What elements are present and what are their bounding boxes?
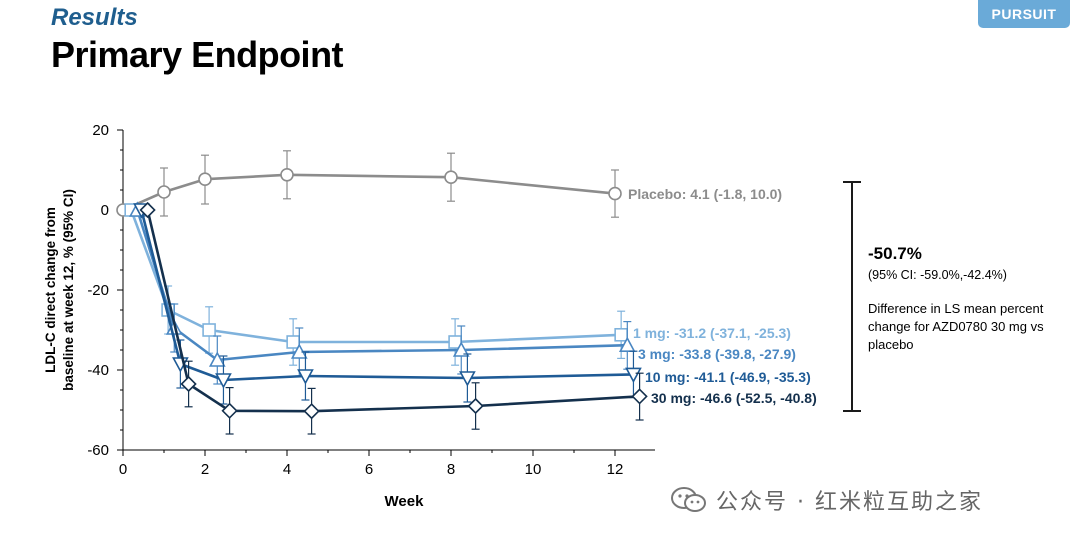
series-label-mg10: 10 mg: -41.1 (-46.9, -35.3) <box>645 369 811 385</box>
difference-description: Difference in LS mean percent change for… <box>868 301 1044 352</box>
series-line <box>140 209 634 382</box>
y-tick-label: -60 <box>87 442 109 459</box>
x-tick-label: 0 <box>119 461 127 478</box>
watermark-text: 公众号 · 红米粒互助之家 <box>716 490 983 515</box>
data-point-marker <box>180 375 197 393</box>
x-tick-label: 12 <box>607 461 624 478</box>
x-tick-label: 10 <box>525 461 542 478</box>
data-point-marker <box>618 336 636 353</box>
data-point-marker <box>208 351 226 367</box>
x-axis-title: Week <box>385 493 425 510</box>
data-point-marker <box>614 327 628 342</box>
series-placebo <box>116 150 622 218</box>
series-line <box>146 209 640 413</box>
data-point-marker <box>625 367 642 384</box>
data-point-marker <box>303 403 320 420</box>
page-title: Primary Endpoint <box>51 34 344 75</box>
study-badge: PURSUIT <box>978 0 1070 28</box>
y-tick-label: -40 <box>87 362 109 379</box>
x-tick-label: 2 <box>201 461 209 478</box>
series-label-mg3: 3 mg: -33.8 (-39.8, -27.9) <box>638 346 796 362</box>
series-line <box>129 209 622 344</box>
chart-series-layer <box>116 150 648 435</box>
data-point-marker <box>215 373 232 389</box>
y-tick-label: 20 <box>92 122 109 139</box>
data-point-marker <box>297 369 314 385</box>
data-point-marker <box>286 335 300 349</box>
x-tick-label: 4 <box>283 461 291 478</box>
chart-axes: 20 0 -20 -40 -60 0 2 4 6 8 10 12 Week LDL-C direct ch… <box>43 122 655 510</box>
difference-bracket <box>843 181 861 412</box>
data-point-marker <box>157 185 171 199</box>
series-mg30 <box>139 201 648 435</box>
data-point-marker <box>280 168 294 182</box>
section-label: Results <box>51 4 138 31</box>
data-point-marker <box>221 402 238 419</box>
data-point-marker <box>452 341 470 357</box>
x-tick-label: 8 <box>447 461 455 478</box>
series-line <box>136 209 628 362</box>
data-point-marker <box>459 371 476 387</box>
data-point-marker <box>202 323 216 337</box>
series-mg1 <box>124 203 628 366</box>
y-tick-label: -20 <box>87 282 109 299</box>
wechat-icon <box>670 485 708 515</box>
series-label-placebo: Placebo: 4.1 (-1.8, 10.0) <box>628 186 782 202</box>
watermark: 公众号 · 红米粒互助之家 <box>670 484 983 516</box>
y-tick-label: 0 <box>101 202 109 219</box>
data-point-marker <box>139 201 156 219</box>
series-label-mg1: 1 mg: -31.2 (-37.1, -25.3) <box>633 325 791 341</box>
data-point-marker <box>444 170 458 184</box>
difference-value: -50.7% <box>868 244 922 263</box>
series-line <box>122 173 616 212</box>
series-mg3 <box>129 201 636 385</box>
series-label-mg30: 30 mg: -46.6 (-52.5, -40.8) <box>651 390 817 406</box>
y-axis-title: LDL-C direct change from baseline at week… <box>43 189 76 391</box>
series-mg10 <box>133 203 642 405</box>
series-labels-layer: Placebo: 4.1 (-1.8, 10.0) 1 mg: -31.2 (-3… <box>628 186 817 406</box>
difference-ci: (95% CI: -59.0%,-42.4%) <box>868 268 1007 282</box>
data-point-marker <box>631 388 648 405</box>
x-tick-label: 6 <box>365 461 373 478</box>
data-point-marker <box>198 172 212 186</box>
data-point-marker <box>608 186 622 201</box>
data-point-marker <box>467 397 484 415</box>
